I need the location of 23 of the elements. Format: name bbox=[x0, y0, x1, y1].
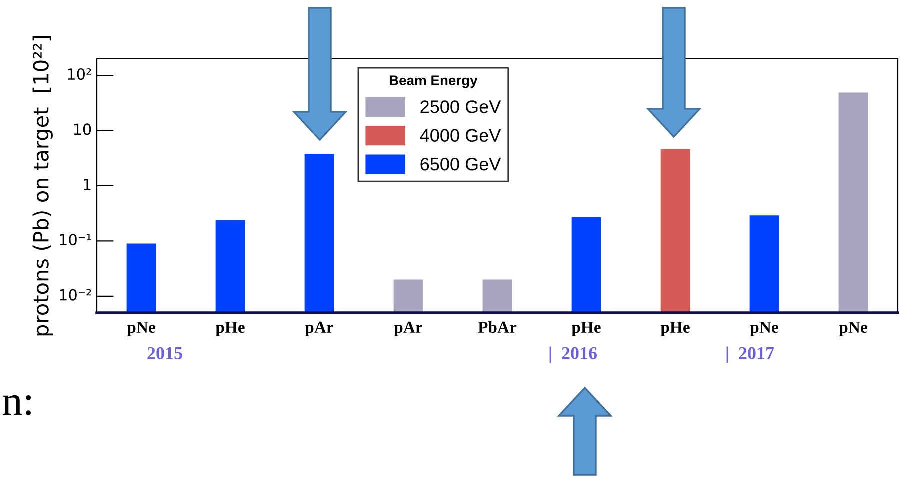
x-tick-label: pAr bbox=[394, 322, 422, 336]
x-tick-label: pNe bbox=[750, 322, 778, 336]
x-tick-label: pHe bbox=[216, 322, 245, 336]
y-tick-label: 10² bbox=[68, 68, 92, 80]
text: n: bbox=[2, 395, 32, 416]
text: | 2016 bbox=[550, 346, 598, 364]
y-tick-label: 10 bbox=[74, 124, 92, 136]
legend-label: 2500 GeV bbox=[420, 100, 502, 114]
x-tick-label: pNe bbox=[127, 322, 156, 336]
x-tick-label: PbAr bbox=[478, 321, 517, 334]
x-tick-label: pHe bbox=[660, 322, 690, 336]
x-tick-label: pNe bbox=[839, 322, 868, 336]
x-tick-label: pAr bbox=[305, 322, 334, 336]
y-tick-label: 10⁻² bbox=[60, 289, 92, 301]
legend-title: Beam Energy bbox=[390, 76, 478, 88]
text: 2015 bbox=[148, 347, 182, 360]
legend-label: 4000 GeV bbox=[420, 129, 502, 142]
text: | 2017 bbox=[726, 346, 774, 364]
y-tick-label: 1 bbox=[84, 179, 91, 190]
y-tick-label: 10⁻¹ bbox=[60, 234, 92, 246]
y-axis-title: protons (Pb) on target [10²²] bbox=[32, 36, 53, 336]
x-tick-label: pHe bbox=[572, 322, 601, 336]
legend-label: 6500 GeV bbox=[420, 158, 502, 171]
